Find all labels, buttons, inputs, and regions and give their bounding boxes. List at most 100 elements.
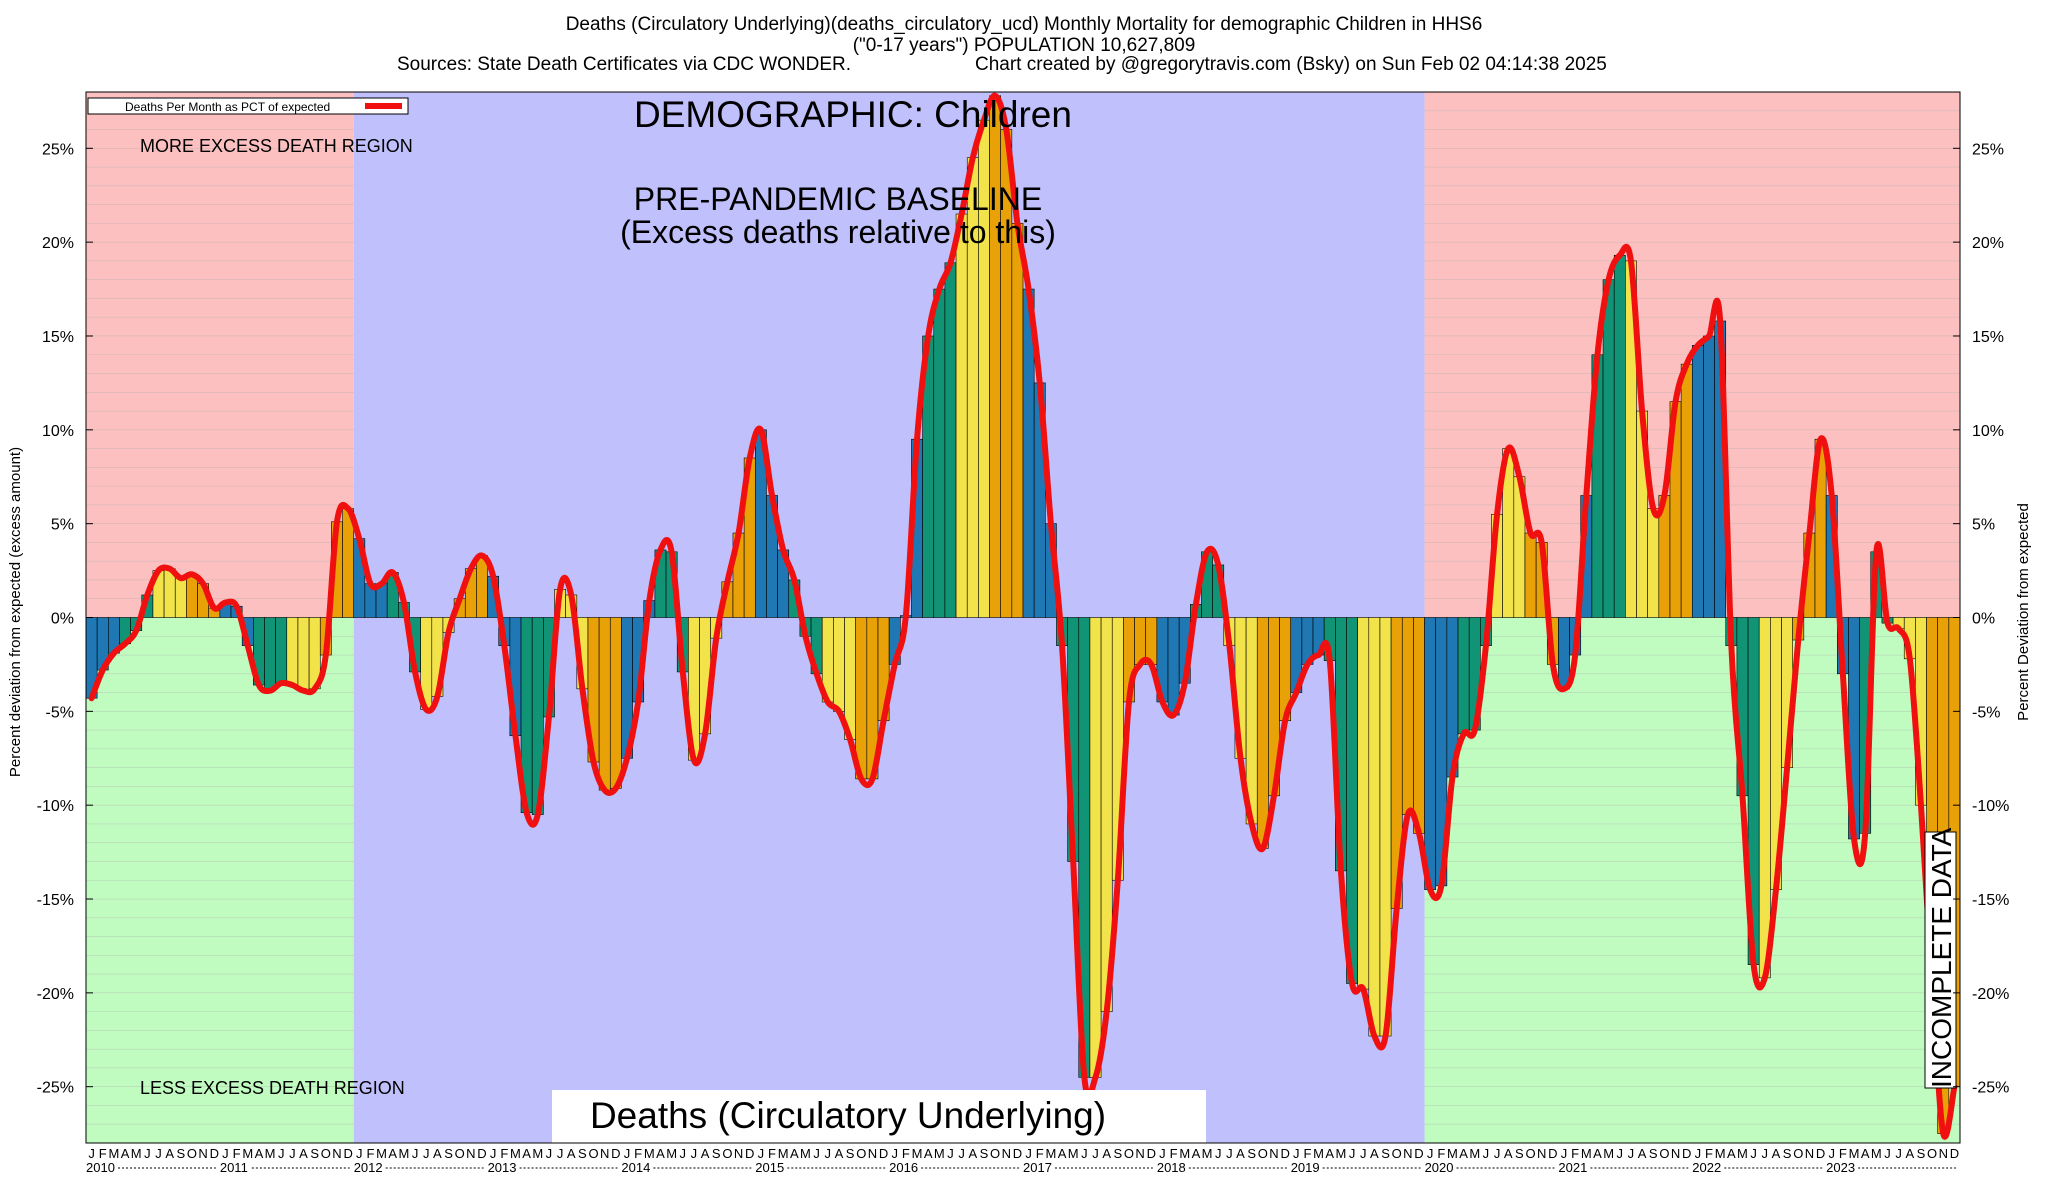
month-label: J — [1617, 1146, 1624, 1161]
month-label: F — [1303, 1146, 1311, 1161]
chart-title-line2: ("0-17 years") POPULATION 10,627,809 — [852, 35, 1196, 56]
month-label: A — [701, 1146, 710, 1161]
month-label: J — [1081, 1146, 1088, 1161]
ytick-label-right: -5% — [1972, 704, 2000, 721]
month-label: A — [567, 1146, 576, 1161]
month-label: O — [722, 1146, 732, 1161]
month-label: F — [99, 1146, 107, 1161]
month-label: D — [210, 1146, 219, 1161]
bar — [1424, 617, 1437, 890]
ytick-label-right: 15% — [1972, 329, 2004, 346]
ytick-label-left: 15% — [42, 329, 74, 346]
month-label: J — [155, 1146, 162, 1161]
month-label: F — [768, 1146, 776, 1161]
month-label: M — [510, 1146, 521, 1161]
month-label: M — [1715, 1146, 1726, 1161]
ytick-label-left: 10% — [42, 423, 74, 440]
month-label: J — [825, 1146, 832, 1161]
month-label: M — [1045, 1146, 1056, 1161]
month-label: J — [680, 1146, 687, 1161]
month-label: M — [1871, 1146, 1882, 1161]
month-label: D — [611, 1146, 620, 1161]
month-label: D — [1816, 1146, 1825, 1161]
bar — [1613, 254, 1626, 618]
month-label: S — [578, 1146, 587, 1161]
month-label: M — [376, 1146, 387, 1161]
month-label: N — [1537, 1146, 1546, 1161]
month-label: M — [265, 1146, 276, 1161]
bar — [609, 617, 622, 789]
month-label: J — [1483, 1146, 1490, 1161]
month-label: J — [1159, 1146, 1166, 1161]
bar — [264, 617, 276, 691]
bar — [1256, 617, 1269, 849]
ytick-label-right: 5% — [1972, 517, 1995, 534]
month-label: J — [1895, 1146, 1902, 1161]
bar — [1089, 617, 1102, 1078]
month-label: M — [1335, 1146, 1346, 1161]
month-label: M — [1068, 1146, 1079, 1161]
bar — [297, 617, 310, 691]
month-label: J — [958, 1146, 965, 1161]
month-label: J — [412, 1146, 419, 1161]
month-label: S — [1783, 1146, 1792, 1161]
incomplete-data-label-group: INCOMPLETE DATA — [1924, 827, 1957, 1089]
baseline-label-2: (Excess deaths relative to this) — [620, 214, 1056, 250]
year-label: 2017 — [1023, 1160, 1052, 1175]
ytick-label-right: 10% — [1972, 423, 2004, 440]
month-label: M — [1179, 1146, 1190, 1161]
metric-label: Deaths (Circulatory Underlying) — [590, 1095, 1106, 1136]
credit-text: Chart created by @gregorytravis.com (Bsk… — [975, 54, 1607, 75]
month-label: S — [444, 1146, 453, 1161]
month-label: A — [522, 1146, 531, 1161]
ytick-label-left: -25% — [37, 1080, 74, 1097]
bar — [476, 555, 488, 618]
chart-header: Deaths (Circulatory Underlying)(deaths_c… — [0, 14, 2048, 56]
year-label: 2016 — [889, 1160, 918, 1175]
bar — [944, 262, 957, 618]
month-label: O — [321, 1146, 331, 1161]
month-label: J — [1884, 1146, 1891, 1161]
month-label: O — [1659, 1146, 1669, 1161]
month-label: F — [1705, 1146, 1713, 1161]
bar — [1758, 617, 1771, 979]
month-label: D — [1682, 1146, 1691, 1161]
month-label: M — [242, 1146, 253, 1161]
month-label: O — [1124, 1146, 1134, 1161]
bar — [833, 617, 845, 712]
month-label: O — [1392, 1146, 1402, 1161]
month-label: N — [868, 1146, 877, 1161]
month-label: J — [423, 1146, 430, 1161]
legend: Deaths Per Month as PCT of expected — [87, 97, 409, 115]
bar — [1401, 617, 1414, 815]
year-label: 2014 — [621, 1160, 650, 1175]
month-label: N — [1002, 1146, 1011, 1161]
bar — [1457, 617, 1470, 735]
bar — [275, 617, 288, 684]
month-label: M — [778, 1146, 789, 1161]
month-label: J — [1695, 1146, 1702, 1161]
ytick-label-right: -25% — [1972, 1080, 2009, 1097]
month-label: F — [902, 1146, 910, 1161]
month-label: M — [131, 1146, 142, 1161]
month-label: J — [278, 1146, 285, 1161]
month-label: A — [433, 1146, 442, 1161]
month-label: J — [891, 1146, 898, 1161]
bar — [1011, 223, 1024, 618]
month-label: M — [1313, 1146, 1324, 1161]
year-label: 2021 — [1558, 1160, 1587, 1175]
month-label: A — [1236, 1146, 1245, 1161]
month-label: O — [856, 1146, 866, 1161]
month-label: S — [1515, 1146, 1524, 1161]
month-label: S — [310, 1146, 319, 1161]
year-label: 2019 — [1291, 1160, 1320, 1175]
trend-line — [88, 92, 1958, 1140]
month-label: A — [924, 1146, 933, 1161]
month-label: F — [1036, 1146, 1044, 1161]
month-label: D — [1280, 1146, 1289, 1161]
year-label: 2022 — [1692, 1160, 1721, 1175]
less-excess-label: LESS EXCESS DEATH REGION — [140, 1078, 405, 1098]
ytick-label-right: 20% — [1972, 235, 2004, 252]
month-label: A — [1325, 1146, 1334, 1161]
month-label: O — [1927, 1146, 1937, 1161]
